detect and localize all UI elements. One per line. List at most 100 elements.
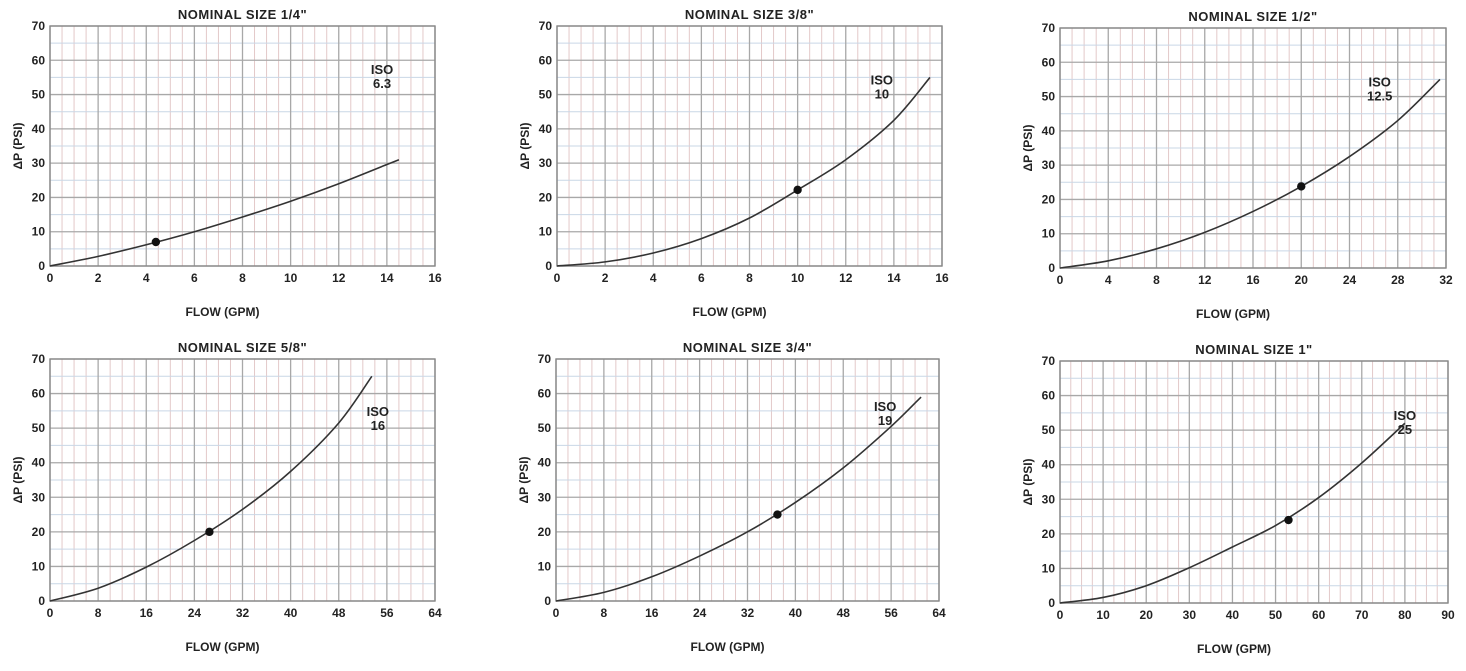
x-tick-label: 10 xyxy=(791,271,805,285)
y-tick-label: 40 xyxy=(1042,124,1056,138)
y-tick-label: 70 xyxy=(1042,354,1056,368)
x-tick-label: 16 xyxy=(645,606,659,620)
x-axis-label: FLOW (GPM) xyxy=(186,640,260,654)
iso-label: ISO xyxy=(871,72,893,87)
x-tick-label: 12 xyxy=(332,271,346,285)
x-tick-label: 0 xyxy=(1057,608,1064,622)
x-tick-label: 48 xyxy=(837,606,851,620)
y-tick-label: 10 xyxy=(1042,561,1056,575)
x-tick-label: 16 xyxy=(1246,273,1260,287)
minor-gridlines xyxy=(1060,361,1448,603)
x-tick-label: 14 xyxy=(887,271,901,285)
x-tick-label: 14 xyxy=(380,271,394,285)
x-tick-label: 8 xyxy=(95,606,102,620)
y-tick-label: 50 xyxy=(539,88,553,102)
y-tick-label: 50 xyxy=(32,421,46,435)
y-tick-label: 20 xyxy=(1042,192,1056,206)
y-tick-label: 20 xyxy=(32,525,46,539)
x-tick-label: 48 xyxy=(332,606,346,620)
x-tick-label: 6 xyxy=(698,271,705,285)
iso-value: 16 xyxy=(371,418,385,433)
y-tick-label: 10 xyxy=(32,225,46,239)
y-tick-label: 60 xyxy=(1042,389,1056,403)
x-tick-label: 56 xyxy=(380,606,394,620)
iso-value: 10 xyxy=(875,86,889,101)
x-tick-label: 10 xyxy=(284,271,298,285)
y-tick-label: 20 xyxy=(32,190,46,204)
x-tick-label: 4 xyxy=(1105,273,1112,287)
chart-panel-6: NOMINAL SIZE 1" 0 10 20 30 40 50 60 70 80 90 0 10 20 3… xyxy=(1021,342,1455,656)
y-tick-label: 30 xyxy=(539,156,553,170)
y-tick-label: 0 xyxy=(1048,261,1055,275)
x-tick-label: 20 xyxy=(1140,608,1154,622)
y-tick-label: 30 xyxy=(32,156,46,170)
series-line xyxy=(555,396,922,602)
x-axis-label: FLOW (GPM) xyxy=(693,305,767,319)
x-tick-label: 30 xyxy=(1183,608,1197,622)
y-tick-label: 60 xyxy=(1042,55,1056,69)
x-tick-label: 16 xyxy=(935,271,949,285)
chart-title: NOMINAL SIZE 1/2" xyxy=(1188,9,1317,24)
y-tick-label: 40 xyxy=(32,122,46,136)
y-tick-label: 10 xyxy=(1042,227,1056,241)
y-tick-label: 50 xyxy=(1042,90,1056,104)
x-tick-label: 24 xyxy=(1343,273,1357,287)
y-tick-label: 0 xyxy=(1048,596,1055,610)
y-tick-label: 40 xyxy=(32,456,46,470)
chart-panel-4: NOMINAL SIZE 5/8" 0 8 16 24 32 40 48 56 64 0 10 20 30… xyxy=(11,340,442,654)
major-gridlines xyxy=(49,358,436,602)
x-tick-label: 16 xyxy=(428,271,442,285)
data-point-marker xyxy=(1297,182,1306,191)
y-tick-label: 60 xyxy=(32,387,46,401)
y-tick-label: 50 xyxy=(538,421,552,435)
x-tick-label: 2 xyxy=(602,271,609,285)
y-tick-label: 70 xyxy=(539,19,553,33)
series-line xyxy=(49,158,400,267)
y-tick-label: 50 xyxy=(32,88,46,102)
plot-border xyxy=(1059,27,1447,269)
x-tick-label: 32 xyxy=(236,606,250,620)
x-tick-label: 56 xyxy=(884,606,898,620)
y-tick-label: 0 xyxy=(38,259,45,273)
x-tick-label: 16 xyxy=(140,606,154,620)
y-axis-label: ΔP (PSI) xyxy=(11,122,25,169)
x-tick-label: 60 xyxy=(1312,608,1326,622)
plot-border xyxy=(49,25,436,267)
y-axis-label: ΔP (PSI) xyxy=(517,456,531,503)
y-tick-label: 60 xyxy=(32,53,46,67)
plot-border xyxy=(556,25,943,267)
chart-panel-1: NOMINAL SIZE 1/4" 0 2 4 6 8 10 12 14 16 0 10 20 30 40 5… xyxy=(11,7,442,319)
y-tick-label: 0 xyxy=(38,594,45,608)
x-tick-label: 32 xyxy=(741,606,755,620)
series-line xyxy=(1059,422,1406,604)
y-tick-label: 20 xyxy=(538,525,552,539)
y-tick-label: 30 xyxy=(538,490,552,504)
y-tick-label: 10 xyxy=(32,559,46,573)
x-tick-label: 28 xyxy=(1391,273,1405,287)
iso-label: ISO xyxy=(1368,74,1390,89)
iso-value: 25 xyxy=(1398,422,1412,437)
chart-title: NOMINAL SIZE 3/8" xyxy=(685,7,814,22)
x-axis-label: FLOW (GPM) xyxy=(1196,307,1270,321)
x-tick-label: 40 xyxy=(1226,608,1240,622)
x-tick-label: 0 xyxy=(47,606,54,620)
series-line xyxy=(49,375,373,602)
chart-panel-5: NOMINAL SIZE 3/4" 0 8 16 24 32 40 48 56 64 0 10 20 30… xyxy=(517,340,946,654)
plot-border xyxy=(49,358,436,602)
y-tick-label: 10 xyxy=(538,559,552,573)
y-tick-label: 70 xyxy=(538,352,552,366)
y-tick-label: 60 xyxy=(538,387,552,401)
data-point-marker xyxy=(151,237,161,247)
y-tick-label: 50 xyxy=(1042,423,1056,437)
x-tick-label: 80 xyxy=(1398,608,1412,622)
x-tick-label: 6 xyxy=(191,271,198,285)
y-tick-label: 0 xyxy=(545,259,552,273)
chart-title: NOMINAL SIZE 1/4" xyxy=(178,7,307,22)
x-axis-label: FLOW (GPM) xyxy=(691,640,765,654)
y-tick-label: 60 xyxy=(539,53,553,67)
x-tick-label: 20 xyxy=(1295,273,1309,287)
x-tick-label: 0 xyxy=(554,271,561,285)
x-tick-label: 24 xyxy=(693,606,707,620)
x-tick-label: 2 xyxy=(95,271,102,285)
